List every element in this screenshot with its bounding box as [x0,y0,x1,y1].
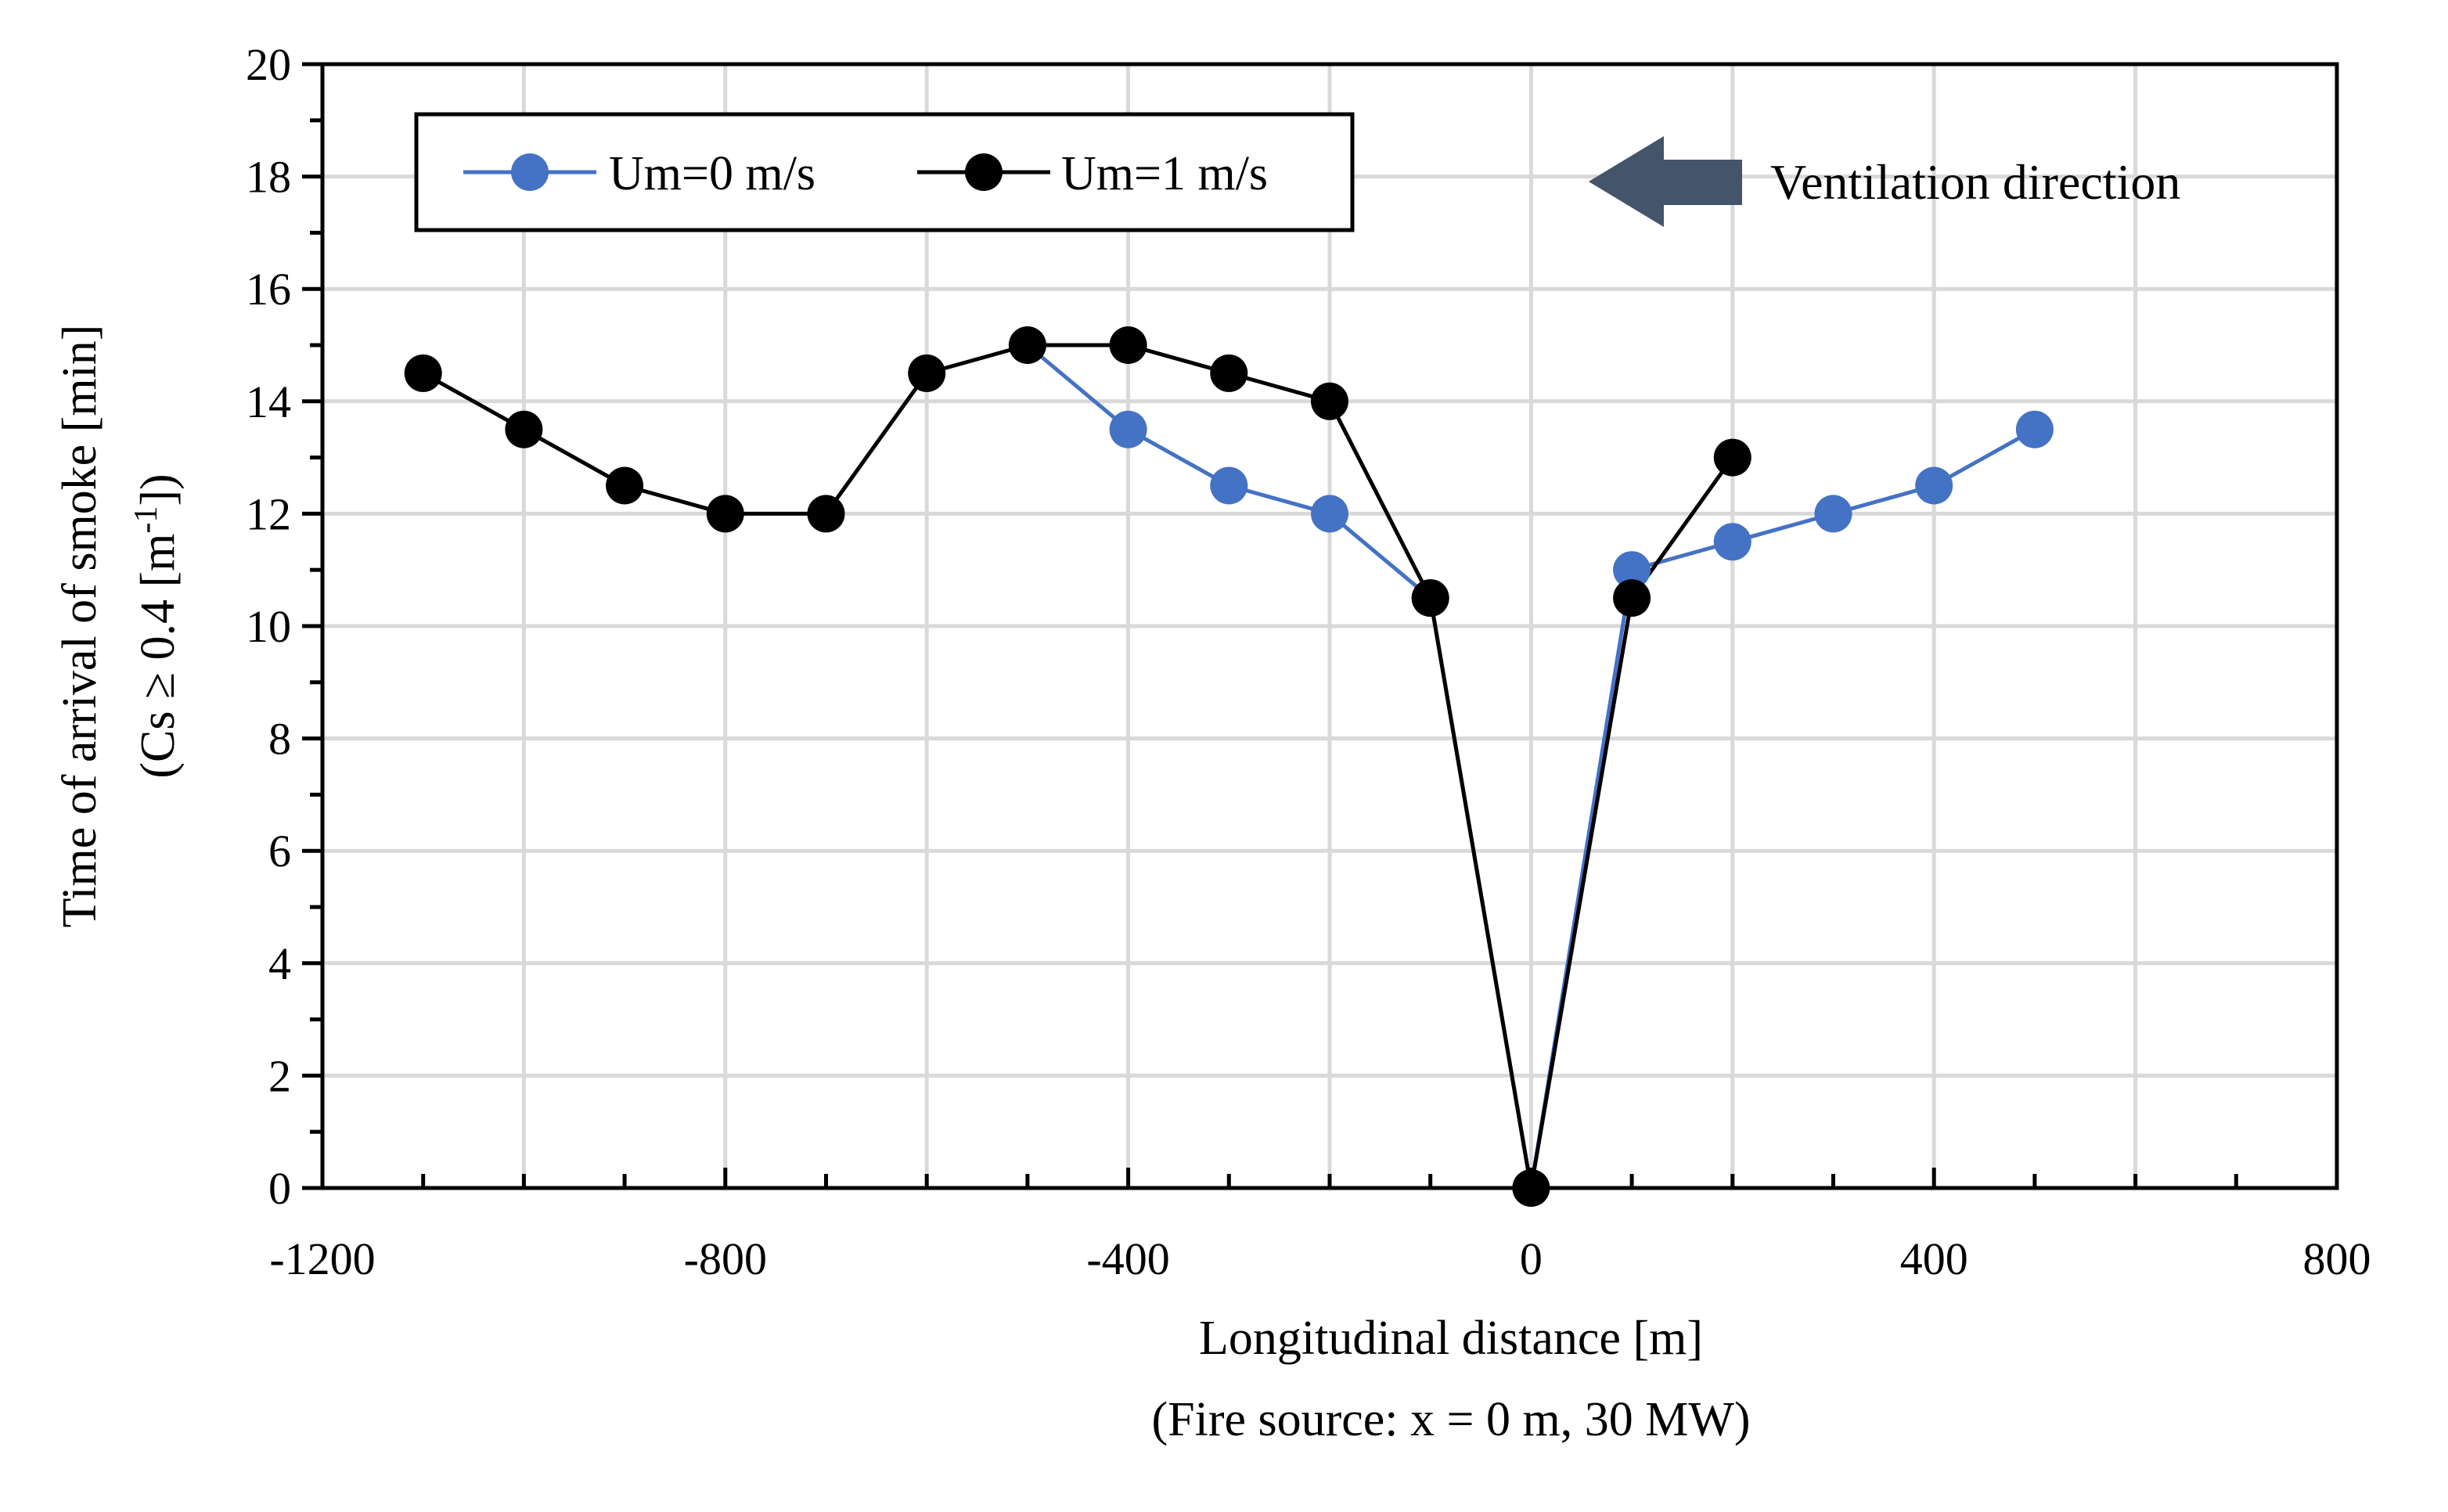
ventilation-direction-label: Ventilation direction [1770,154,2180,210]
legend-marker-um1 [965,153,1003,191]
legend-label-um1: Um=1 m/s [1061,147,1268,200]
series-0-point [1210,466,1248,505]
x-tick-label: -400 [1086,1233,1169,1284]
series-1-point [1210,354,1248,392]
series-0-point [1311,495,1348,533]
legend: Um=0 m/s Um=1 m/s [414,112,1355,232]
y-tick-label: 20 [246,39,291,90]
series-0-point [1915,466,1953,505]
x-tick-label: 400 [1900,1233,1968,1284]
series-1-point [1512,1169,1550,1207]
y-tick-label: 8 [268,714,291,765]
series-1-point [908,354,946,392]
series-1-point [706,495,744,533]
x-tick-label: 0 [1520,1233,1543,1284]
legend-marker-um0 [511,153,549,191]
y-tick-label: 0 [268,1163,291,1214]
y-axis-subtitle-sup: -1 [128,506,164,534]
y-tick-label: 4 [268,938,291,989]
series-1-point [505,410,543,448]
ventilation-arrow-left-icon [1589,136,1742,227]
series-1-point [807,495,845,533]
legend-label-um0: Um=0 m/s [609,147,815,200]
y-tick-label: 18 [246,152,291,203]
y-tick-label: 10 [246,601,291,652]
series-0-point [1109,410,1147,448]
series-0-point [1713,523,1751,561]
series-0-point [1814,495,1852,533]
series-points [404,326,2054,1207]
series-1-point [1311,382,1348,420]
y-tick-label: 12 [246,488,291,539]
y-axis-title: Time of arrival of smoke [min] [53,325,106,928]
ventilation-annotation: Ventilation direction [1589,136,2180,227]
x-tick-label: -1200 [269,1233,375,1284]
series-1-point [1613,579,1651,617]
series-1-point [1411,579,1449,617]
series-1-point [1109,326,1147,364]
series-1-point [1008,326,1046,364]
series-0-point [1613,551,1651,589]
series-1-point [606,466,644,505]
y-axis-subtitle-prefix: (Cs ≥ 0.4 [m [131,534,185,779]
x-tick-label: 800 [2303,1233,2371,1284]
series-0-point [2015,410,2054,448]
y-axis-subtitle: (Cs ≥ 0.4 [m-1]) [128,473,185,778]
series-1-point [404,354,442,392]
y-tick-label: 2 [268,1050,291,1101]
y-tick-label: 6 [268,826,291,877]
y-tick-label: 16 [246,264,291,315]
x-axis-title: Longitudinal distance [m] [1199,1312,1703,1365]
tick-labels: 0 2 4 6 8 10 12 14 16 18 20 -1200 -800 -400 0 400 800 [246,39,2371,1284]
y-axis-subtitle-suffix: ]) [131,473,185,506]
x-tick-label: -800 [684,1233,767,1284]
axes [302,62,2339,1190]
series-1-point [1713,438,1751,477]
y-tick-label: 14 [246,376,291,427]
x-axis-subtitle: (Fire source: x = 0 m, 30 MW) [1151,1393,1750,1446]
